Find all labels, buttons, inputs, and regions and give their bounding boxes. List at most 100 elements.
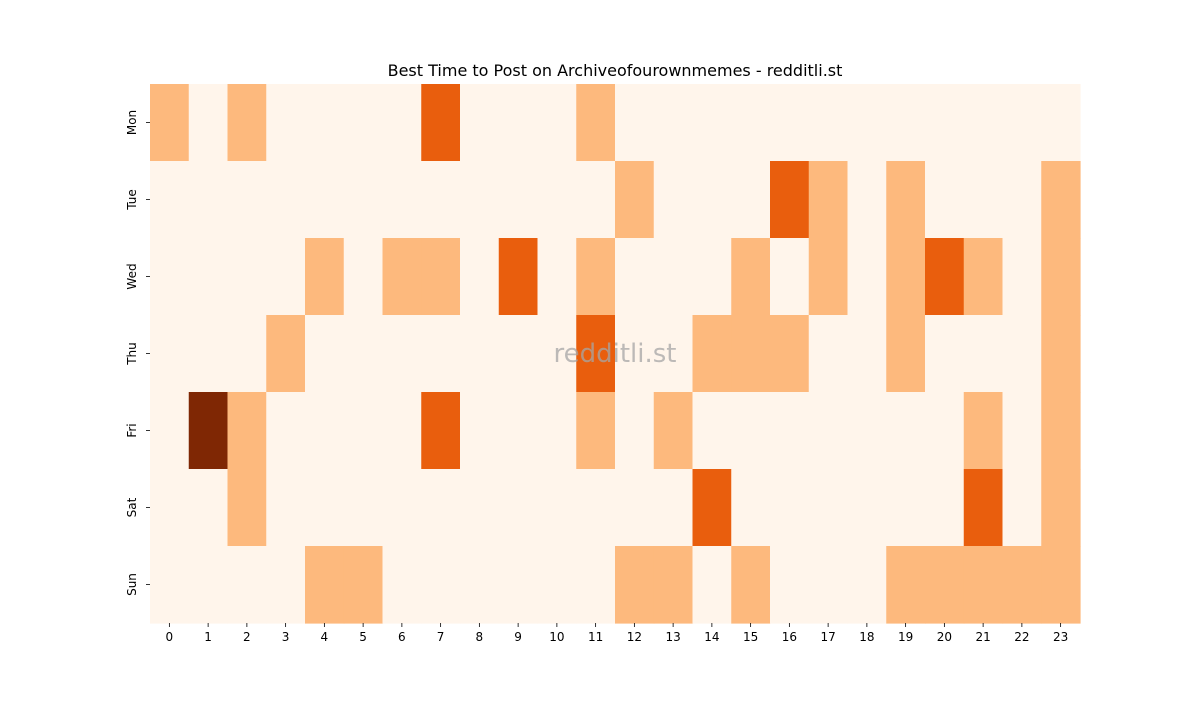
heatmap-cells	[150, 84, 1081, 624]
y-tick-label: Fri	[125, 423, 139, 437]
heatmap-cell-fri-15	[731, 392, 771, 470]
heatmap-cell-sun-7	[421, 546, 461, 624]
heatmap-cell-mon-9	[498, 84, 539, 162]
heatmap-cell-sun-0	[150, 546, 190, 624]
heatmap-cell-mon-15	[731, 84, 771, 162]
heatmap-cell-thu-9	[498, 315, 539, 393]
heatmap-cell-tue-9	[498, 161, 539, 239]
heatmap-cell-sun-20	[925, 546, 965, 624]
heatmap-cell-sun-9	[498, 546, 539, 624]
heatmap-cell-tue-4	[305, 161, 345, 239]
heatmap-cell-mon-12	[615, 84, 655, 162]
heatmap-cell-sat-22	[1002, 469, 1042, 547]
heatmap-cell-mon-6	[382, 84, 422, 162]
x-tick-label: 17	[820, 630, 835, 644]
heatmap-cell-fri-13	[653, 392, 694, 470]
heatmap-cell-wed-5	[343, 238, 384, 316]
heatmap-cell-fri-11	[576, 392, 616, 470]
heatmap-cell-sun-1	[188, 546, 229, 624]
heatmap-cell-mon-17	[808, 84, 849, 162]
heatmap-cell-tue-7	[421, 161, 461, 239]
heatmap-cell-wed-14	[692, 238, 732, 316]
heatmap-cell-wed-22	[1002, 238, 1042, 316]
x-tick-label: 10	[549, 630, 564, 644]
x-tick-label: 9	[514, 630, 522, 644]
heatmap-cell-fri-23	[1041, 392, 1081, 470]
heatmap-cell-sun-21	[963, 546, 1004, 624]
heatmap-cell-fri-20	[925, 392, 965, 470]
heatmap-cell-tue-21	[963, 161, 1004, 239]
heatmap-cell-thu-18	[847, 315, 887, 393]
x-tick-label: 5	[359, 630, 367, 644]
heatmap-cell-mon-7	[421, 84, 461, 162]
heatmap-cell-wed-9	[498, 238, 539, 316]
heatmap-cell-wed-8	[460, 238, 500, 316]
heatmap-cell-mon-14	[692, 84, 732, 162]
heatmap-cell-sat-8	[460, 469, 500, 547]
x-tick-label: 2	[243, 630, 251, 644]
heatmap-cell-wed-1	[188, 238, 229, 316]
heatmap-cell-thu-11	[576, 315, 616, 393]
heatmap-cell-wed-21	[963, 238, 1004, 316]
x-tick-label: 7	[437, 630, 445, 644]
heatmap-cell-mon-3	[266, 84, 306, 162]
heatmap-cell-wed-18	[847, 238, 887, 316]
heatmap-cell-sun-6	[382, 546, 422, 624]
heatmap-cell-thu-21	[963, 315, 1004, 393]
heatmap-cell-sat-17	[808, 469, 849, 547]
heatmap-cell-wed-3	[266, 238, 306, 316]
heatmap-cell-sat-15	[731, 469, 771, 547]
x-tick-label: 11	[588, 630, 603, 644]
heatmap-cell-wed-10	[537, 238, 577, 316]
heatmap-cell-thu-5	[343, 315, 384, 393]
heatmap-cell-fri-6	[382, 392, 422, 470]
heatmap-cell-sat-11	[576, 469, 616, 547]
heatmap-cell-thu-15	[731, 315, 771, 393]
heatmap-cell-tue-6	[382, 161, 422, 239]
heatmap-cell-tue-18	[847, 161, 887, 239]
heatmap-cell-mon-21	[963, 84, 1004, 162]
heatmap-cell-tue-14	[692, 161, 732, 239]
x-tick-label: 1	[204, 630, 212, 644]
heatmap-cell-tue-1	[188, 161, 229, 239]
heatmap-cell-sat-13	[653, 469, 694, 547]
heatmap-cell-sat-1	[188, 469, 229, 547]
heatmap-cell-wed-7	[421, 238, 461, 316]
heatmap-cell-thu-16	[770, 315, 810, 393]
heatmap-cell-thu-20	[925, 315, 965, 393]
x-tick-label: 22	[1014, 630, 1029, 644]
heatmap-cell-mon-2	[227, 84, 267, 162]
heatmap-cell-wed-19	[886, 238, 926, 316]
heatmap-cell-sun-13	[653, 546, 694, 624]
heatmap-cell-tue-5	[343, 161, 384, 239]
x-tick-label: 8	[476, 630, 484, 644]
heatmap-cell-sun-8	[460, 546, 500, 624]
heatmap-cell-tue-11	[576, 161, 616, 239]
y-tick-label: Thu	[125, 342, 139, 366]
heatmap-cell-tue-12	[615, 161, 655, 239]
x-tick-label: 19	[898, 630, 913, 644]
heatmap-cell-mon-1	[188, 84, 229, 162]
heatmap-cell-wed-16	[770, 238, 810, 316]
heatmap-cell-tue-19	[886, 161, 926, 239]
heatmap-cell-mon-8	[460, 84, 500, 162]
heatmap-cell-sat-2	[227, 469, 267, 547]
y-tick-label: Sun	[125, 573, 139, 596]
y-tick-label: Mon	[125, 110, 139, 135]
heatmap-cell-fri-9	[498, 392, 539, 470]
heatmap-cell-wed-15	[731, 238, 771, 316]
x-tick-label: 20	[937, 630, 952, 644]
heatmap-cell-fri-22	[1002, 392, 1042, 470]
heatmap-cell-thu-1	[188, 315, 229, 393]
heatmap-cell-tue-2	[227, 161, 267, 239]
heatmap-cell-mon-0	[150, 84, 190, 162]
x-tick-label: 4	[321, 630, 329, 644]
heatmap-cell-mon-18	[847, 84, 887, 162]
heatmap-cell-mon-5	[343, 84, 384, 162]
heatmap-cell-wed-23	[1041, 238, 1081, 316]
heatmap-cell-mon-23	[1041, 84, 1081, 162]
heatmap-cell-sun-3	[266, 546, 306, 624]
heatmap-cell-sat-19	[886, 469, 926, 547]
